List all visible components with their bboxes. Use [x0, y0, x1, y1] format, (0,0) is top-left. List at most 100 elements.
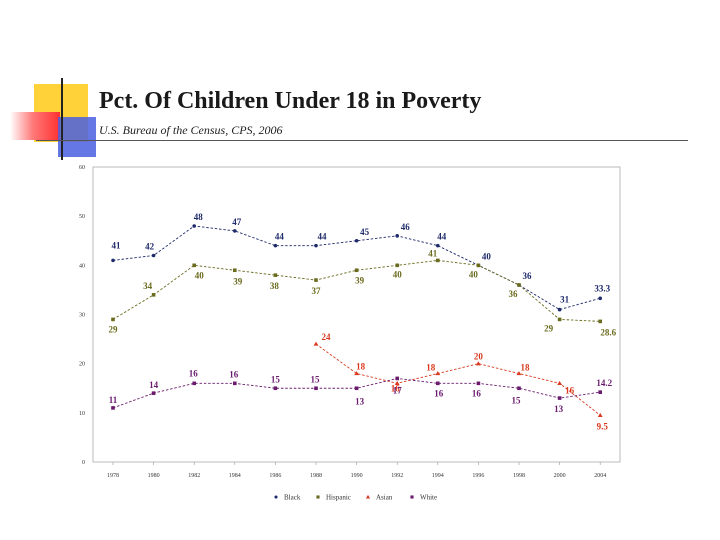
data-point-hispanic [436, 258, 440, 263]
data-point-hispanic [557, 317, 562, 322]
data-label-white: 16 [434, 388, 444, 398]
data-point-black [436, 243, 440, 248]
data-point-white [395, 376, 399, 381]
data-label-asian: 18 [521, 363, 531, 373]
data-label-black: 44 [437, 232, 447, 242]
data-label-asian: 20 [474, 352, 484, 362]
legend-marker [410, 495, 414, 499]
data-point-white [151, 391, 156, 395]
data-point-hispanic [395, 263, 399, 268]
data-point-white [354, 386, 359, 391]
data-point-black [314, 243, 318, 248]
data-point-black [395, 234, 400, 238]
data-label-hispanic: 40 [469, 269, 479, 279]
y-tick-label: 0 [82, 460, 85, 466]
data-point-white [476, 381, 481, 386]
legend-label: Hispanic [326, 494, 351, 502]
data-point-white [192, 381, 196, 386]
data-point-hispanic [111, 317, 115, 322]
data-point-white [111, 406, 115, 410]
data-point-white [314, 386, 318, 391]
y-tick-label: 40 [79, 263, 85, 269]
data-label-asian: 24 [322, 332, 332, 342]
data-point-black [273, 243, 278, 248]
data-label-black: 40 [482, 251, 492, 261]
data-point-hispanic [598, 319, 602, 324]
data-label-asian: 18 [356, 362, 366, 372]
data-label-hispanic: 36 [509, 289, 519, 299]
slide-title: Pct. Of Children Under 18 in Poverty [99, 88, 482, 114]
data-label-black: 48 [194, 212, 204, 222]
x-tick-label: 1986 [269, 473, 281, 479]
data-label-white: 14 [149, 380, 159, 390]
legend-item-asian: Asian [365, 494, 393, 502]
data-label-hispanic: 40 [393, 269, 403, 279]
x-tick-label: 1978 [107, 473, 119, 479]
x-tick-label: 1996 [472, 473, 484, 479]
decor-red-bar [10, 112, 60, 140]
decor-blue-square [58, 117, 96, 157]
series-black [111, 224, 602, 312]
series-line-black [112, 225, 601, 311]
data-point-asian [597, 412, 603, 417]
data-label-white: 15 [311, 374, 321, 384]
data-point-white [517, 386, 521, 391]
data-label-asian: 18 [426, 363, 436, 373]
data-label-asian: 16 [391, 383, 401, 393]
legend-label: Asian [376, 494, 393, 502]
series-hispanic [111, 258, 602, 324]
data-label-black: 41 [112, 240, 122, 250]
data-label-white: 16 [472, 388, 482, 398]
data-label-white: 16 [229, 369, 239, 379]
title-underline-rule [36, 140, 688, 141]
data-point-hispanic [151, 293, 156, 297]
y-tick-label: 60 [79, 165, 85, 171]
series-asian [313, 341, 603, 417]
series-white [111, 376, 602, 410]
data-point-hispanic [476, 263, 481, 268]
data-label-hispanic: 29 [109, 324, 119, 334]
y-tick-label: 20 [79, 362, 85, 368]
data-label-black: 47 [232, 217, 242, 227]
data-label-black: 42 [145, 242, 155, 252]
data-point-black [233, 229, 237, 233]
data-point-asian [557, 380, 562, 386]
x-tick-label: 2000 [554, 473, 566, 479]
data-label-hispanic: 29 [544, 323, 554, 333]
x-tick-label: 1982 [188, 473, 200, 479]
legend-label: White [420, 494, 437, 502]
x-tick-label: 1990 [351, 473, 363, 479]
data-label-hispanic: 41 [428, 248, 438, 258]
data-point-hispanic [192, 263, 196, 268]
data-label-black: 45 [360, 227, 370, 237]
series-line-asian [315, 343, 601, 416]
data-label-white: 15 [512, 395, 522, 405]
data-point-hispanic [354, 268, 359, 273]
data-point-asian [435, 371, 441, 376]
data-label-asian: 9.5 [597, 421, 609, 431]
legend-marker [365, 494, 371, 499]
legend-marker [316, 495, 320, 499]
data-label-white: 11 [109, 395, 118, 405]
data-point-asian [354, 371, 359, 376]
data-label-hispanic: 39 [355, 275, 365, 285]
data-point-white [598, 390, 602, 394]
data-point-hispanic [314, 278, 318, 282]
data-label-white: 14.2 [596, 378, 612, 388]
data-point-black [111, 258, 115, 263]
data-label-asian: 16 [565, 385, 575, 395]
data-point-asian [516, 371, 522, 376]
data-point-hispanic [233, 268, 237, 273]
data-label-hispanic: 40 [195, 270, 205, 280]
data-label-black: 36 [523, 271, 533, 281]
data-point-black [151, 253, 156, 258]
decor-vertical-rule [61, 78, 63, 160]
data-point-asian [313, 341, 319, 346]
data-point-hispanic [273, 273, 278, 277]
data-point-white [233, 381, 237, 386]
y-tick-label: 10 [79, 411, 85, 417]
slide-subtitle: U.S. Bureau of the Census, CPS, 2006 [99, 123, 283, 137]
data-label-hispanic: 28.6 [600, 327, 616, 337]
data-point-asian [394, 380, 400, 386]
